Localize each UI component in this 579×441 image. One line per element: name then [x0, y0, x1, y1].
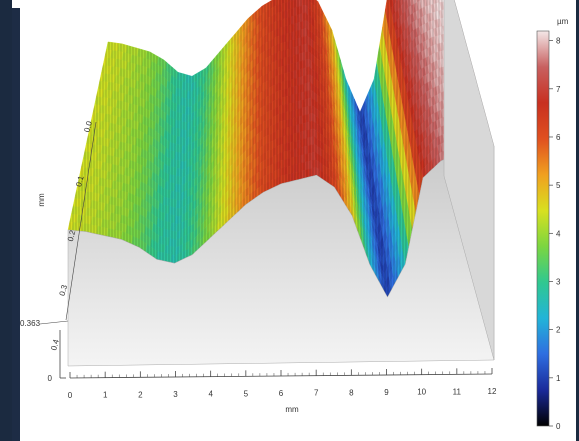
y-marker-line — [39, 320, 69, 325]
x-tick-label: 8 — [349, 388, 354, 397]
window-left-edge — [12, 8, 20, 441]
x-tick-label: 5 — [244, 389, 249, 398]
colorbar-gradient — [536, 30, 550, 427]
x-tick-label: 12 — [488, 387, 497, 396]
x-tick-label: 2 — [138, 390, 143, 399]
y-tick-label: 0.1 — [74, 174, 86, 188]
colorbar-tick-label: 3 — [556, 277, 561, 286]
x-tick-label: 10 — [417, 388, 426, 397]
y-tick-label: 0.4 — [49, 338, 61, 352]
y-tick-label: 0.3 — [58, 283, 70, 297]
y-tick-label: 0.0 — [82, 120, 94, 134]
colorbar: µm 0 1 2 3 4 5 6 7 8 — [536, 17, 569, 431]
x-tick-label: 6 — [279, 389, 284, 398]
y-tick-label: 0.2 — [66, 229, 78, 243]
plot-panel: 0 1 2 3 4 5 6 7 8 9 10 11 12 mm 0.0 0.1 0.2 0.3 0.4 mm 0.363… — [12, 0, 576, 441]
x-tick-label: 9 — [384, 388, 389, 397]
colorbar-tick-label: 8 — [556, 37, 561, 46]
right-wall — [443, 0, 495, 361]
x-tick-label: 7 — [314, 389, 319, 398]
colorbar-tick-label: 0 — [556, 422, 561, 431]
colorbar-tick-label: 4 — [556, 229, 561, 238]
colorbar-tick-label: 7 — [556, 85, 561, 94]
colorbar-tick-label: 1 — [556, 374, 561, 383]
front-wall — [67, 145, 495, 367]
colorbar-tick-label: 5 — [556, 181, 561, 190]
surface-texture — [68, 0, 494, 298]
colorbar-tick-label: 2 — [556, 326, 561, 335]
y-axis-line — [65, 121, 97, 321]
x-tick-label: 4 — [208, 390, 213, 399]
surface-chart: 0 1 2 3 4 5 6 7 8 9 10 11 12mm0.00.10.20.30.4mm0.363… — [20, 0, 569, 431]
z-tick-label: 0 — [48, 374, 53, 383]
colorbar-unit: µm — [557, 17, 569, 26]
x-axis-label: mm — [285, 405, 299, 414]
x-tick-label: 11 — [453, 387, 462, 396]
x-tick-label: 0 — [68, 391, 73, 400]
x-tick-label: 1 — [103, 391, 108, 400]
y-range-marker: 0.363 — [20, 319, 41, 328]
x-tick-label: 3 — [173, 390, 178, 399]
colorbar-tick-label: 6 — [556, 133, 561, 142]
y-axis-label: mm — [37, 193, 46, 207]
